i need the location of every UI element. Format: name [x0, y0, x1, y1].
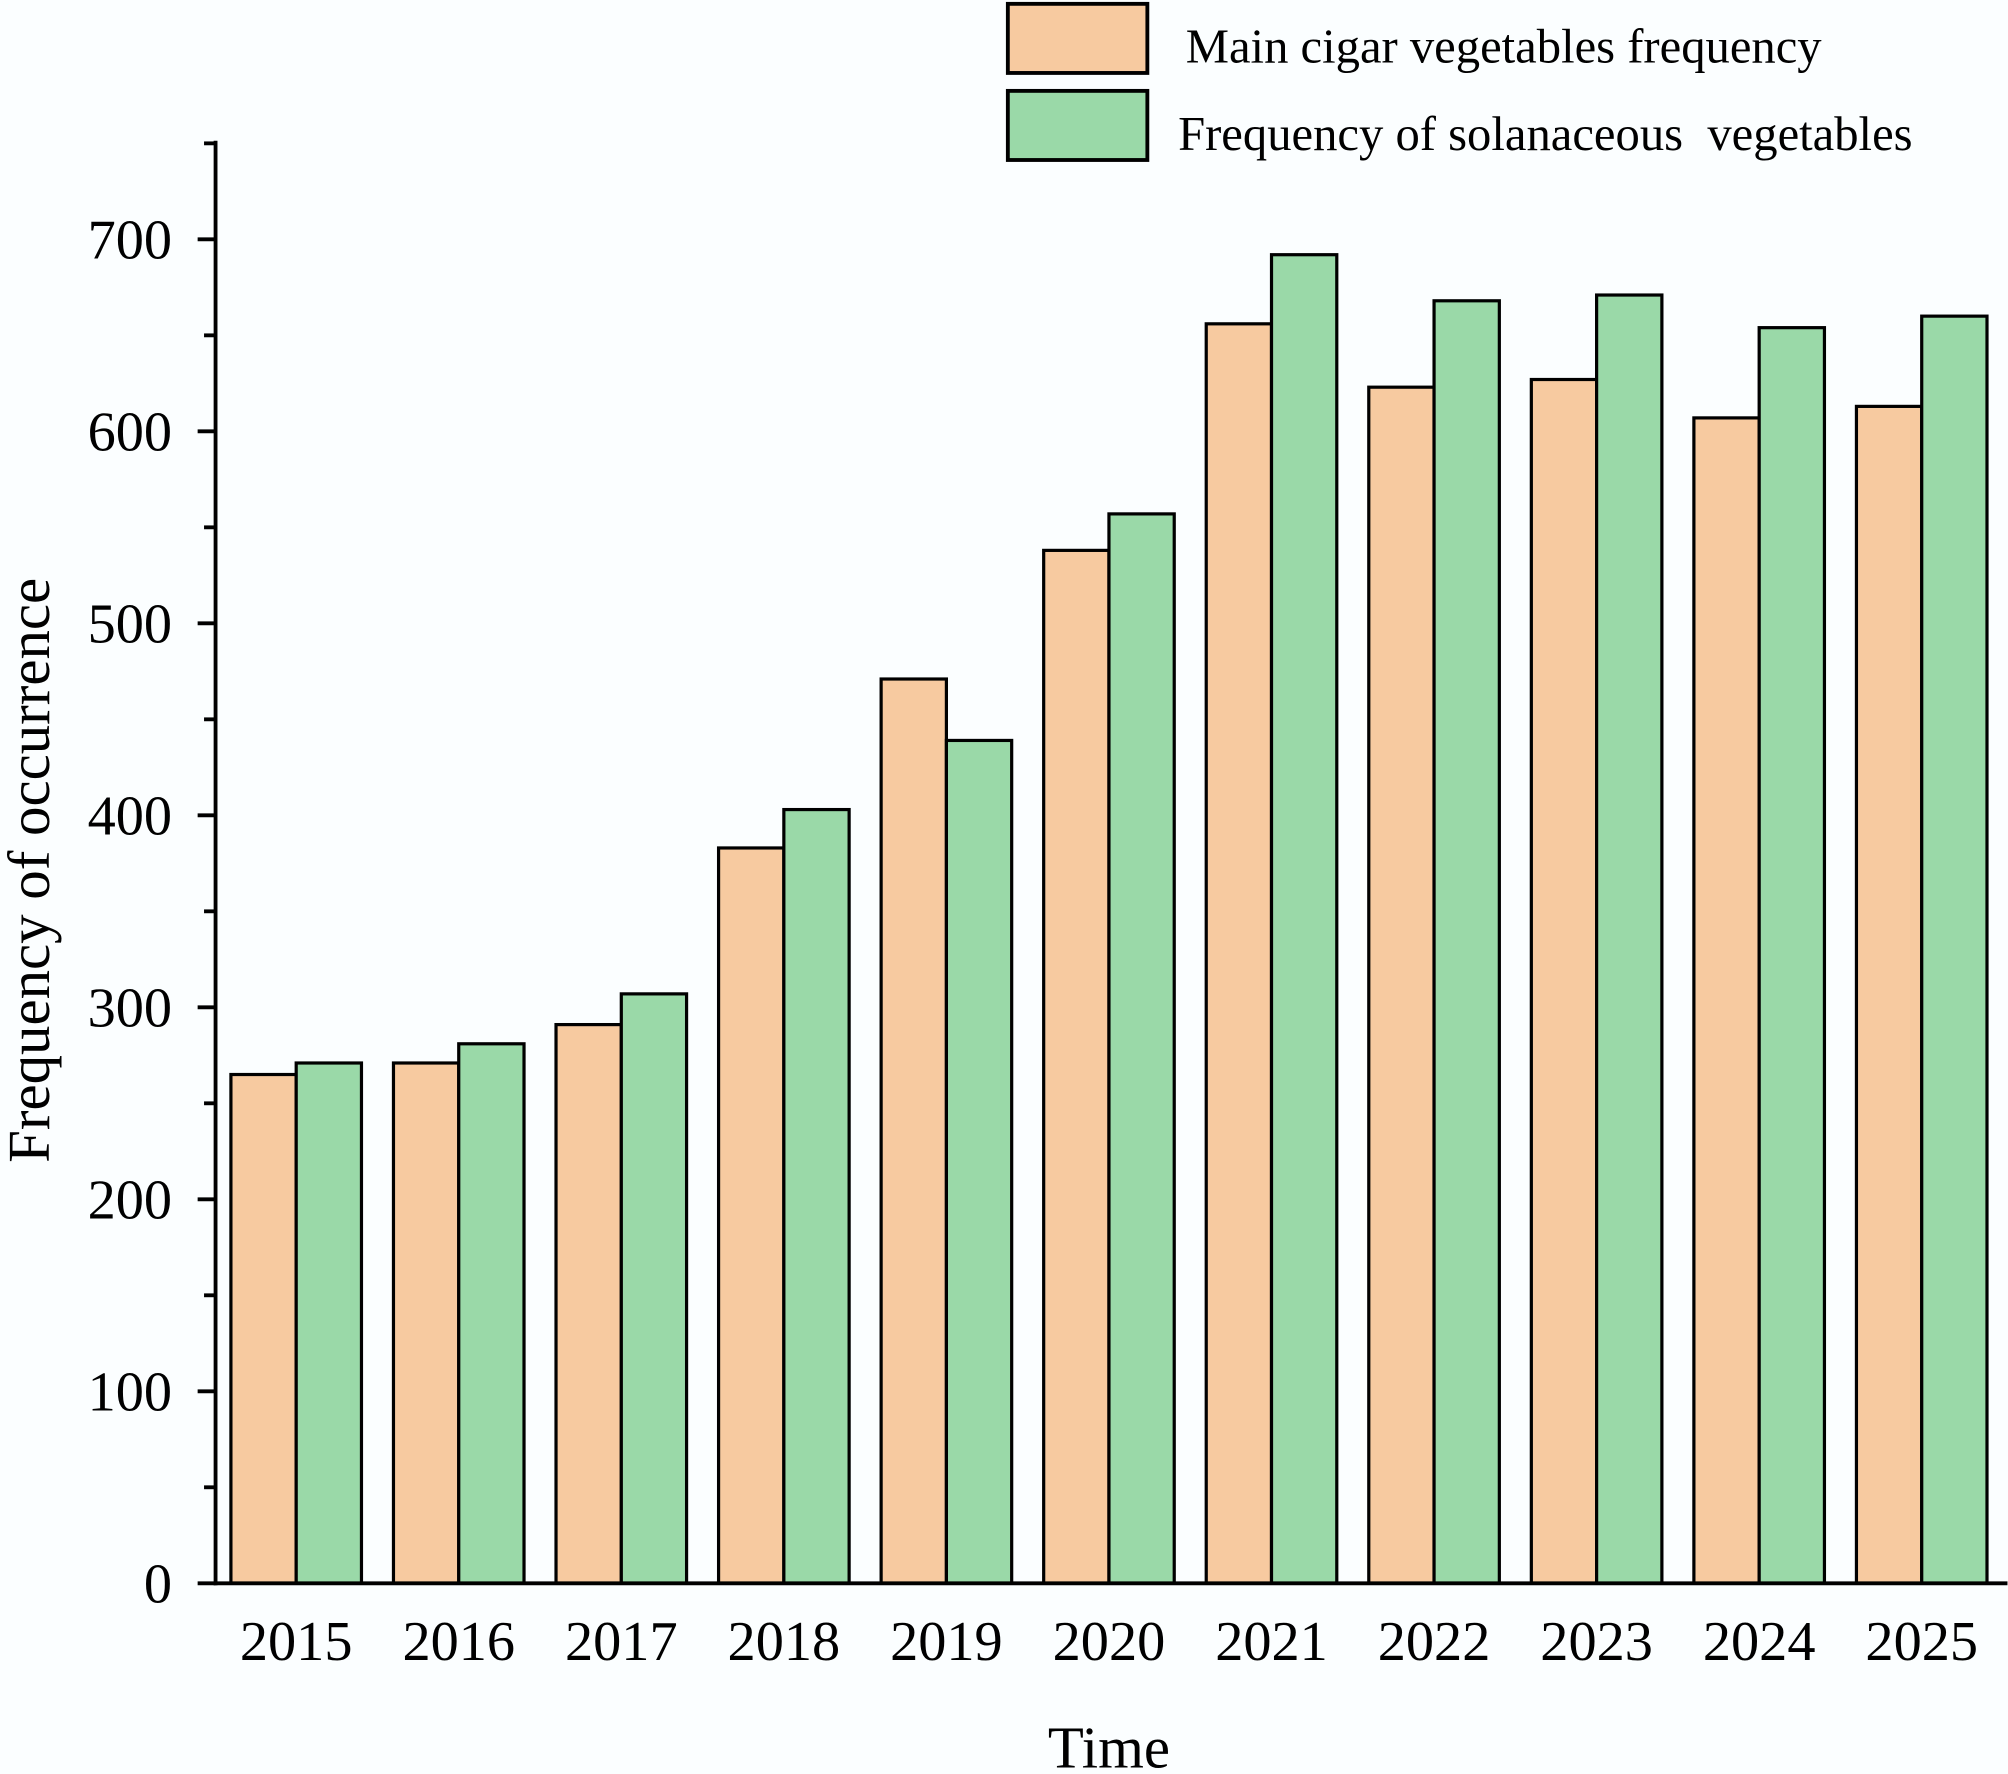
y-tick-label-200: 200	[88, 1170, 172, 1232]
bar-main-cigar-2017	[554, 1022, 623, 1585]
x-tick-label-2024: 2024	[1703, 1611, 1816, 1673]
bar-solanaceous-2016	[457, 1042, 526, 1585]
y-tick-label-700: 700	[88, 210, 172, 272]
x-axis-title: Time	[1048, 1716, 1170, 1774]
y-tick-label-0: 0	[144, 1553, 172, 1615]
bar-solanaceous-2022	[1432, 299, 1501, 1585]
bar-solanaceous-2024	[1757, 326, 1827, 1585]
legend-swatch-solanaceous	[1005, 88, 1150, 162]
legend: Main cigar vegetables frequency Frequenc…	[1005, 1, 1913, 162]
bar-main-cigar-2021	[1204, 322, 1274, 1585]
bar-solanaceous-2025	[1920, 314, 1989, 1585]
x-tick-label-2020: 2020	[1053, 1611, 1166, 1673]
x-tick-label-2017: 2017	[565, 1611, 678, 1673]
bar-main-cigar-2018	[716, 846, 786, 1585]
bar-main-cigar-2024	[1692, 416, 1761, 1585]
y-tick-label-400: 400	[88, 786, 172, 848]
x-tick-label-2023: 2023	[1540, 1611, 1653, 1673]
y-tick-label-100: 100	[88, 1361, 172, 1423]
bar-main-cigar-2025	[1854, 404, 1924, 1585]
bar-solanaceous-2020	[1107, 512, 1176, 1585]
bar-main-cigar-2020	[1042, 548, 1111, 1585]
bars-group	[229, 253, 1989, 1585]
bar-solanaceous-2023	[1595, 293, 1664, 1585]
legend-label-main-cigar: Main cigar vegetables frequency	[1186, 20, 1823, 74]
bar-main-cigar-2015	[229, 1072, 298, 1585]
y-axis-title: Frequency of occurrence	[0, 578, 62, 1163]
bar-main-cigar-2019	[879, 677, 949, 1585]
x-tick-label-2025: 2025	[1865, 1611, 1978, 1673]
legend-label-solanaceous: Frequency of solanaceous vegetables	[1178, 107, 1913, 161]
bar-solanaceous-2018	[782, 807, 851, 1585]
bar-solanaceous-2017	[619, 992, 689, 1585]
bar-main-cigar-2023	[1529, 377, 1599, 1585]
axes-group: 2015 2016 2017 2018 2019 2020 2021 2022 2023 2024…	[88, 140, 2008, 1673]
legend-swatch-main-cigar	[1005, 1, 1150, 75]
bar-solanaceous-2015	[294, 1061, 364, 1585]
x-tick-label-2022: 2022	[1378, 1611, 1491, 1673]
bar-solanaceous-2019	[944, 738, 1014, 1585]
y-tick-label-300: 300	[88, 978, 172, 1040]
x-tick-label-2016: 2016	[402, 1611, 515, 1673]
x-tick-label-2015: 2015	[240, 1611, 353, 1673]
x-tick-label-2018: 2018	[728, 1611, 841, 1673]
y-tick-label-500: 500	[88, 594, 172, 656]
bar-solanaceous-2021	[1269, 253, 1339, 1585]
y-tick-label-600: 600	[88, 402, 172, 464]
bar-main-cigar-2016	[391, 1061, 461, 1585]
x-tick-label-2019: 2019	[890, 1611, 1003, 1673]
x-tick-label-2021: 2021	[1215, 1611, 1328, 1673]
bar-main-cigar-2022	[1367, 385, 1436, 1585]
